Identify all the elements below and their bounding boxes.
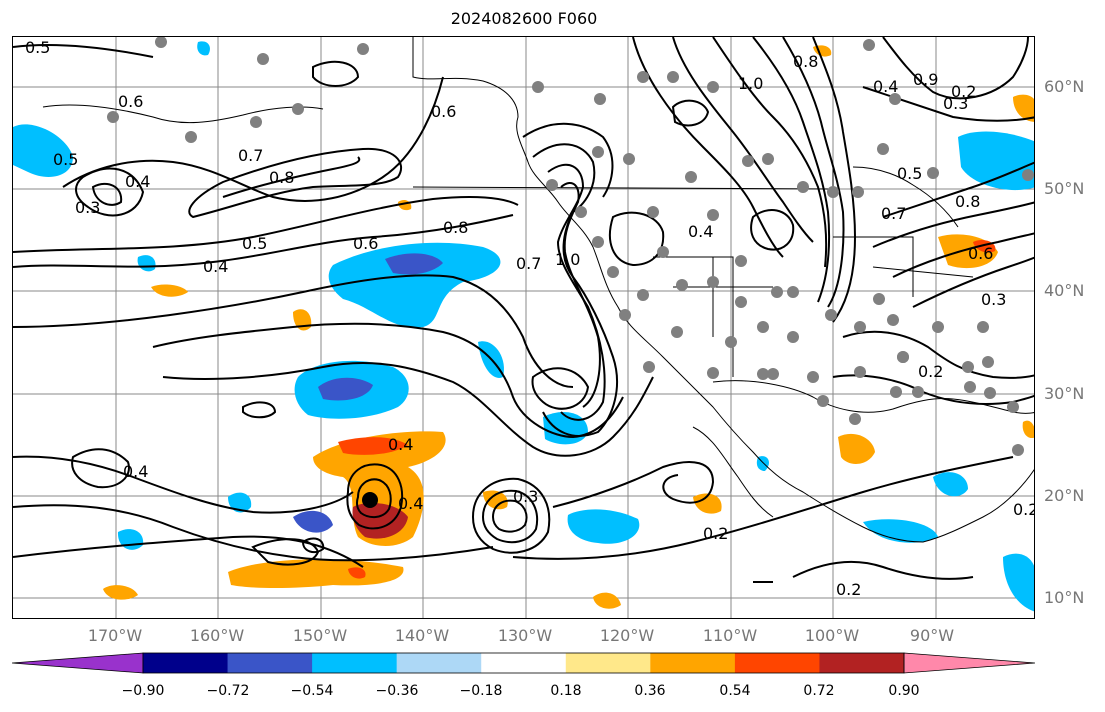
colorbar-segment xyxy=(819,653,905,673)
lon-label-130w: 130°W xyxy=(497,626,553,645)
contour-label: 0.2 xyxy=(703,524,728,543)
contour-label: 0.4 xyxy=(123,462,148,481)
contour-label: 0.4 xyxy=(203,257,228,276)
contour-label: 0.2 xyxy=(951,82,976,101)
contour-label: 0.8 xyxy=(793,52,818,71)
colorbar-segment xyxy=(650,653,736,673)
contour-label: 0.4 xyxy=(398,494,423,513)
contour-label: 0.4 xyxy=(688,222,713,241)
colorbar-tick-label: −0.54 xyxy=(290,683,334,699)
colorbar-segment xyxy=(481,653,567,673)
colorbar-tick-label: 0.72 xyxy=(803,683,835,699)
lat-label-20n: 20°N xyxy=(1044,486,1085,505)
colorbar-tick-label: −0.36 xyxy=(375,683,419,699)
colorbar-extend-low xyxy=(12,652,144,674)
contour-label: 0.4 xyxy=(125,172,150,191)
colorbar-outline xyxy=(142,652,905,674)
contour-label: 0.9 xyxy=(913,70,938,89)
lon-label-90w: 90°W xyxy=(909,626,955,645)
negative-anomaly-fills xyxy=(13,41,1034,612)
map-canvas: 0.5 0.6 0.4 0.3 0.7 0.8 0.5 0.4 0.6 0.8 … xyxy=(13,37,1035,618)
colorbar-segment xyxy=(143,653,229,673)
lon-label-110w: 110°W xyxy=(702,626,758,645)
contour-label: 0.2 xyxy=(1013,500,1035,519)
lat-label-30n: 30°N xyxy=(1044,384,1085,403)
colorbar-segment xyxy=(396,653,482,673)
contour-label: 0.8 xyxy=(269,168,294,187)
contour-label: 0.3 xyxy=(75,198,100,217)
colorbar-segments xyxy=(12,652,1035,674)
contour-label: 0.2 xyxy=(836,580,861,599)
contour-label: 0.8 xyxy=(955,192,980,211)
contour-label: 0.8 xyxy=(443,218,468,237)
map-title: 2024082600 F060 xyxy=(450,9,598,28)
colorbar-segment xyxy=(565,653,651,673)
lon-label-160w: 160°W xyxy=(189,626,245,645)
lat-label-40n: 40°N xyxy=(1044,281,1085,300)
colorbar-tick-label: −0.90 xyxy=(121,683,165,699)
contour-lines xyxy=(13,37,1034,583)
contour-label: 0.3 xyxy=(513,487,538,506)
colorbar-extend-high xyxy=(903,652,1035,674)
colorbar-segment xyxy=(734,653,820,673)
contour-label: 0.6 xyxy=(431,102,456,121)
lon-label-100w: 100°W xyxy=(804,626,860,645)
lon-label-150w: 150°W xyxy=(292,626,348,645)
contour-label: 0.4 xyxy=(388,435,413,454)
contour-label: 0.7 xyxy=(516,254,541,273)
colorbar-tick-label: 0.90 xyxy=(888,683,920,699)
lon-label-140w: 140°W xyxy=(394,626,450,645)
contour-label: 0.6 xyxy=(118,92,143,111)
contour-label: 0.5 xyxy=(53,150,78,169)
lon-label-120w: 120°W xyxy=(599,626,655,645)
lat-label-10n: 10°N xyxy=(1044,588,1085,607)
map-plot-area[interactable]: 0.5 0.6 0.4 0.3 0.7 0.8 0.5 0.4 0.6 0.8 … xyxy=(12,36,1035,619)
colorbar-tick-label: 0.36 xyxy=(634,683,666,699)
station-markers xyxy=(107,37,1034,456)
colorbar-tick-label: −0.72 xyxy=(206,683,250,699)
contour-label: 0.5 xyxy=(25,38,50,57)
contour-label: 0.3 xyxy=(943,94,968,113)
contour-label: 0.3 xyxy=(981,290,1006,309)
colorbar xyxy=(12,652,1035,674)
contour-label: 1.0 xyxy=(738,74,763,93)
colorbar-segment xyxy=(312,653,398,673)
lat-label-60n: 60°N xyxy=(1044,77,1085,96)
contour-label: 0.2 xyxy=(918,362,943,381)
contour-label: 0.5 xyxy=(242,234,267,253)
contour-label: 0.5 xyxy=(897,164,922,183)
contour-label: 0.6 xyxy=(968,244,993,263)
positive-anomaly-fills xyxy=(103,45,1034,609)
contour-label: 0.7 xyxy=(238,146,263,165)
contour-label-layer: 0.5 0.6 0.4 0.3 0.7 0.8 0.5 0.4 0.6 0.8 … xyxy=(25,38,1035,599)
contour-label: 1.0 xyxy=(555,250,580,269)
lat-label-50n: 50°N xyxy=(1044,179,1085,198)
colorbar-tick-label: 0.18 xyxy=(550,683,582,699)
colorbar-segment xyxy=(227,653,313,673)
lon-label-170w: 170°W xyxy=(87,626,143,645)
coastlines xyxy=(42,37,1034,543)
contour-label: 0.4 xyxy=(873,77,898,96)
contour-label: 0.7 xyxy=(881,204,906,223)
storm-center-marker xyxy=(362,492,378,508)
colorbar-tick-label: 0.54 xyxy=(719,683,751,699)
contour-label: 0.6 xyxy=(353,234,378,253)
colorbar-tick-label: −0.18 xyxy=(459,683,503,699)
